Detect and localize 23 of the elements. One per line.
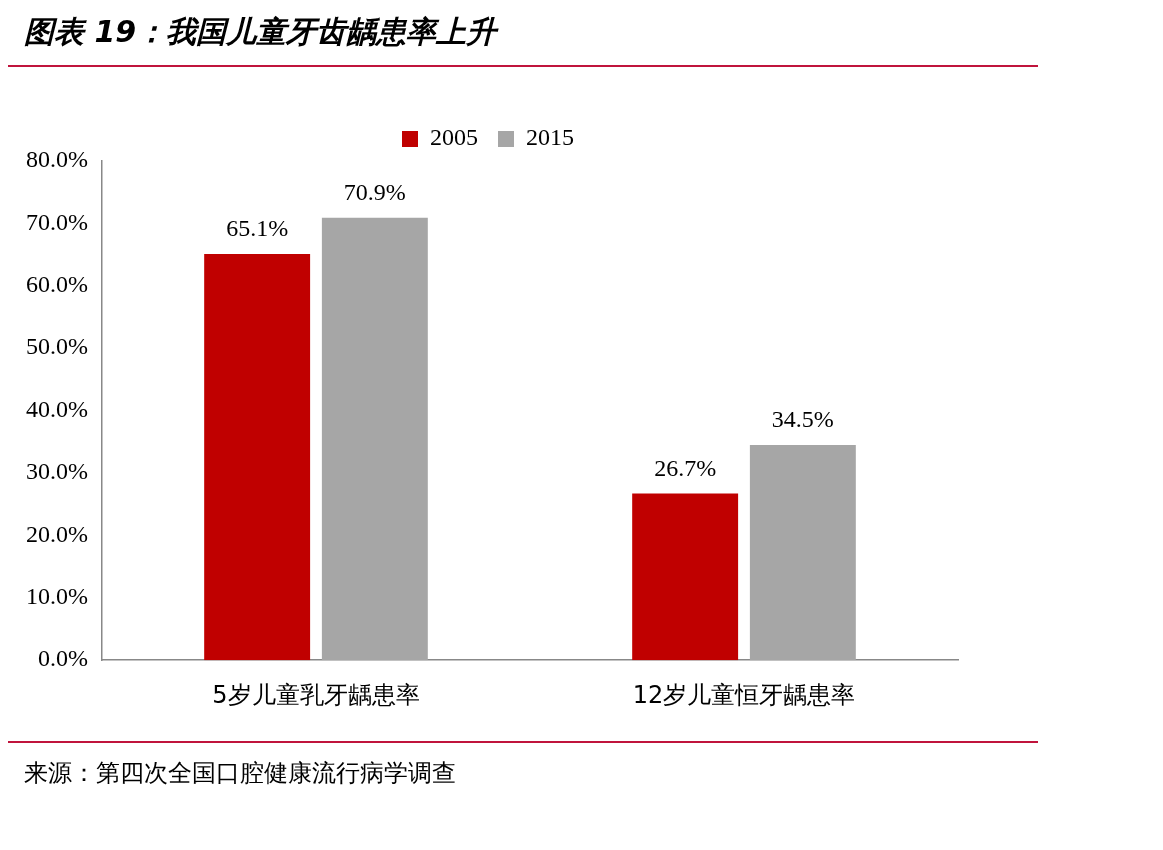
legend-label: 2015 [526,124,574,151]
bar [321,217,428,661]
y-tick-label: 40.0% [25,395,88,422]
data-label: 65.1% [226,215,289,242]
y-tick-label: 50.0% [25,333,88,360]
data-label: 26.7% [654,454,717,481]
y-tick-label: 0.0% [37,645,88,672]
source-note: 来源：第四次全国口腔健康流行病学调查 [23,758,457,789]
x-tick-label: 5岁儿童乳牙龋患率 [212,680,420,709]
y-tick-label: 60.0% [25,271,88,298]
bar [204,253,311,661]
bar [632,493,739,661]
y-tick-label: 30.0% [25,458,88,485]
y-tick-label: 80.0% [25,146,88,173]
x-tick-label: 12岁儿童恒牙龋患率 [632,680,856,709]
y-tick-label: 20.0% [25,520,88,547]
bar [749,444,856,661]
y-tick-label: 10.0% [25,583,88,610]
legend-label: 2005 [430,124,478,151]
data-label: 34.5% [771,406,834,433]
chart-title: 图表 19：我国儿童牙齿龋患率上升 [8,8,1038,67]
data-label: 70.9% [343,179,406,206]
y-tick-label: 70.0% [25,208,88,235]
